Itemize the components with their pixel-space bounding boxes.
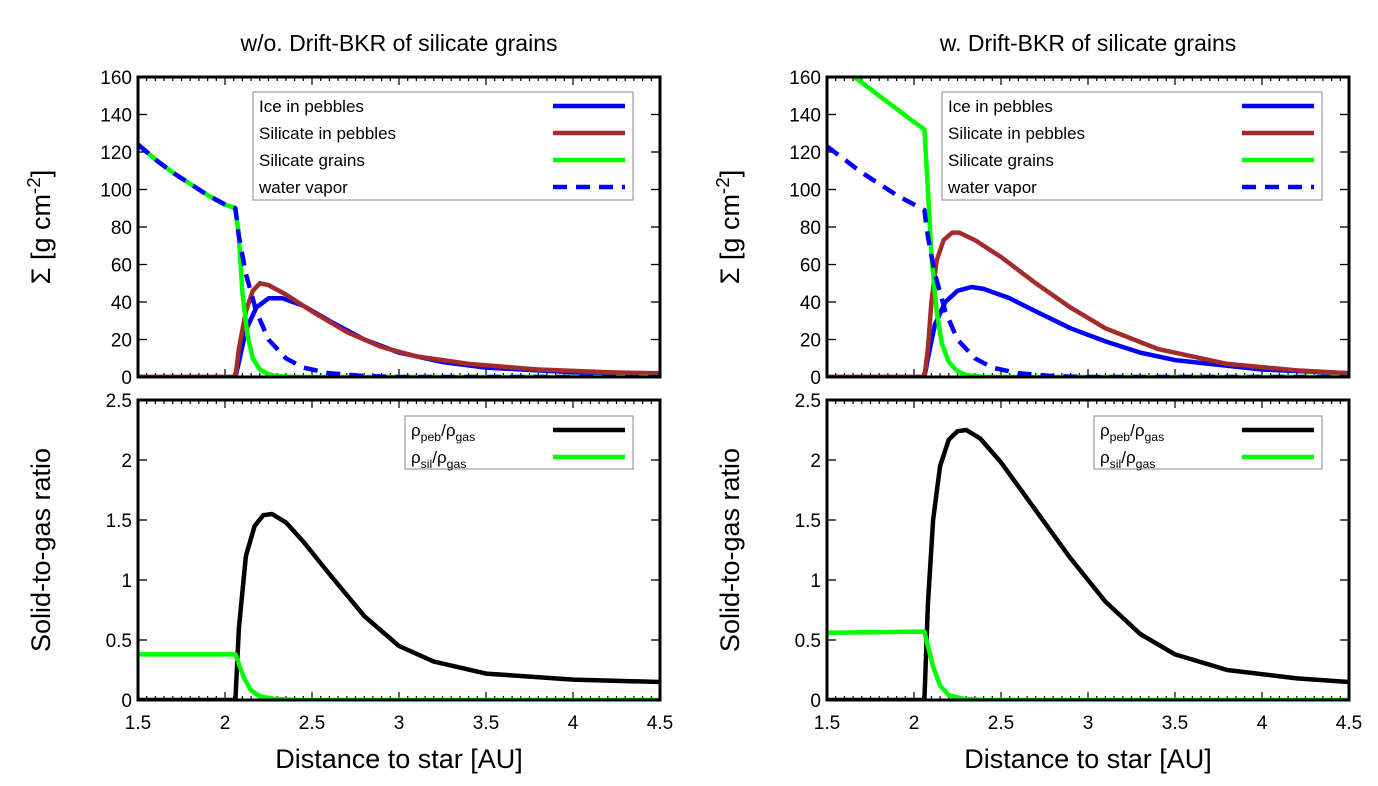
- legend-label: Ice in pebbles: [259, 97, 364, 116]
- legend-box: [252, 91, 634, 201]
- series-line-4: [138, 142, 660, 377]
- y-tick-label: 0: [810, 691, 821, 712]
- y-tick-label: 120: [789, 143, 821, 164]
- y-tick-label: 0.5: [795, 631, 821, 652]
- series-line-4: [827, 144, 1349, 377]
- series-line-1: [138, 296, 660, 377]
- y-tick-label: 2: [810, 451, 821, 472]
- x-tick-label: 1.5: [125, 713, 151, 734]
- y-tick-label: 100: [100, 181, 132, 202]
- legend-label: Silicate grains: [948, 151, 1054, 170]
- x-tick-label: 3: [1083, 713, 1094, 734]
- y-tick-label: 40: [111, 293, 132, 314]
- y-axis-label: Σ [g cm-2]: [713, 170, 745, 285]
- plot-frame: [825, 398, 1351, 702]
- series-line-2: [138, 281, 660, 377]
- legend-label: Silicate in pebbles: [948, 124, 1085, 143]
- x-tick-label: 2.5: [988, 713, 1014, 734]
- chart-panel-3: 0 20 40 60 80 100 120 140 160 w. Drift-BKR of sil…: [713, 30, 1351, 389]
- series-line-1: [138, 511, 660, 700]
- y-tick-label: 20: [800, 331, 821, 352]
- y-tick-label: 0: [121, 368, 132, 389]
- y-tick-label: 2.5: [795, 391, 821, 412]
- legend: ρpeb/ρgas ρsil/ρgas: [404, 415, 634, 471]
- legend-label: Ice in pebbles: [948, 97, 1053, 116]
- chart-panel-2: 0 0.5 1 1.5 2 2.5 1.5 2 2.5 3 3.5 4 4.5 Distance to s…: [26, 391, 673, 774]
- y-axis-label: Solid-to-gas ratio: [715, 448, 745, 652]
- y-tick-label: 60: [111, 256, 132, 277]
- x-axis-label: Distance to star [AU]: [275, 744, 523, 774]
- legend: ρpeb/ρgas ρsil/ρgas: [1093, 415, 1323, 471]
- legend-label: ρpeb/ρgas: [411, 421, 475, 444]
- y-tick-label: 80: [800, 218, 821, 239]
- legend-label: ρsil/ρgas: [1100, 448, 1155, 471]
- y-tick-label: 40: [800, 293, 821, 314]
- x-tick-label: 4: [1257, 713, 1268, 734]
- x-tick-label: 2: [909, 713, 920, 734]
- chart-title: w. Drift-BKR of silicate grains: [939, 30, 1237, 56]
- y-tick-label: 80: [111, 218, 132, 239]
- x-tick-label: 3.5: [473, 713, 499, 734]
- plot-frame: [136, 75, 662, 379]
- series-line-3: [850, 77, 1349, 377]
- y-tick-label: 1: [810, 571, 821, 592]
- plot-frame: [825, 75, 1351, 379]
- series-line-1: [827, 427, 1349, 700]
- y-tick-label: 120: [100, 143, 132, 164]
- legend-label: ρpeb/ρgas: [1100, 421, 1164, 444]
- legend-label: Silicate grains: [259, 151, 365, 170]
- y-tick-label: 1.5: [106, 511, 132, 532]
- y-tick-label: 2.5: [106, 391, 132, 412]
- y-tick-label: 1: [121, 571, 132, 592]
- legend-label: ρsil/ρgas: [411, 448, 466, 471]
- x-tick-label: 4.5: [1336, 713, 1362, 734]
- x-tick-label: 1.5: [814, 713, 840, 734]
- y-tick-label: 140: [789, 106, 821, 127]
- legend-label: water vapor: [258, 178, 348, 197]
- chart-panel-1: 0 20 40 60 80 100 120 140 160 w/o. Drift-BKR of s…: [24, 30, 662, 389]
- legend-box: [404, 415, 634, 470]
- series-line-2: [827, 230, 1349, 377]
- legend-label: Silicate in pebbles: [259, 124, 396, 143]
- x-tick-label: 2: [220, 713, 231, 734]
- x-tick-label: 3: [394, 713, 405, 734]
- plot-frame: [136, 398, 662, 702]
- x-tick-label: 4.5: [647, 713, 673, 734]
- y-tick-label: 1.5: [795, 511, 821, 532]
- y-tick-label: 2: [121, 451, 132, 472]
- legend-box: [1093, 415, 1323, 470]
- x-tick-label: 4: [568, 713, 579, 734]
- legend: Ice in pebbles Silicate in pebbles Silicat…: [941, 91, 1323, 201]
- x-tick-label: 2.5: [299, 713, 325, 734]
- y-tick-label: 20: [111, 331, 132, 352]
- series-line-1: [827, 284, 1349, 377]
- x-tick-label: 3.5: [1162, 713, 1188, 734]
- legend-box: [941, 91, 1323, 201]
- y-tick-label: 160: [789, 68, 821, 89]
- y-axis-label: Solid-to-gas ratio: [26, 448, 56, 652]
- y-tick-label: 0: [810, 368, 821, 389]
- y-tick-label: 160: [100, 68, 132, 89]
- chart-panel-4: 0 0.5 1 1.5 2 2.5 1.5 2 2.5 3 3.5 4 4.5 Distance to s…: [715, 391, 1362, 774]
- series-line-2: [827, 629, 1349, 700]
- y-tick-label: 0.5: [106, 631, 132, 652]
- y-axis-label: Σ [g cm-2]: [24, 170, 56, 285]
- y-tick-label: 100: [789, 181, 821, 202]
- legend-label: water vapor: [947, 178, 1037, 197]
- y-tick-label: 0: [121, 691, 132, 712]
- chart-title: w/o. Drift-BKR of silicate grains: [240, 30, 558, 56]
- legend: Ice in pebbles Silicate in pebbles Silicat…: [252, 91, 634, 201]
- y-tick-label: 60: [800, 256, 821, 277]
- y-tick-label: 140: [100, 106, 132, 127]
- x-axis-label: Distance to star [AU]: [964, 744, 1212, 774]
